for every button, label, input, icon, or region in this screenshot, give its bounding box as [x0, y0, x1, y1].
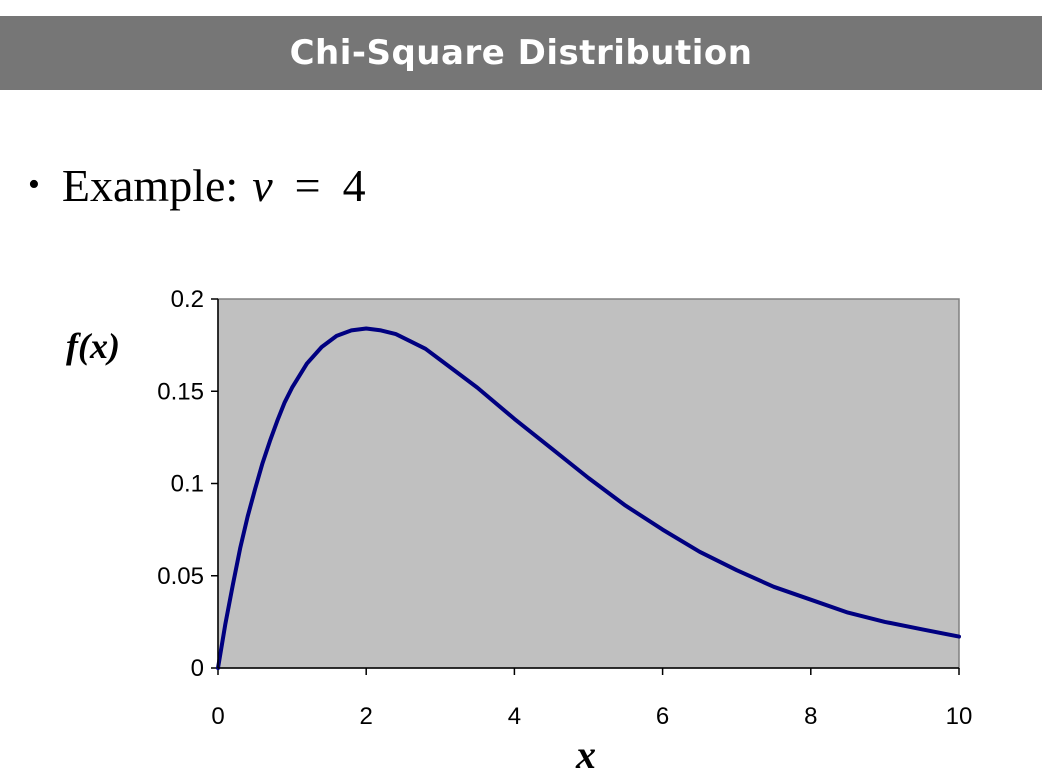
- bullet-operator: =: [294, 159, 321, 211]
- x-tick-label: 4: [508, 703, 521, 730]
- x-tick-label: 2: [360, 703, 373, 730]
- bullet-value: 4: [342, 159, 366, 211]
- y-tick-label: 0.1: [171, 471, 204, 498]
- density-curve-line: [216, 326, 961, 670]
- bullet-variable: v: [252, 159, 273, 211]
- y-axis-label: f(x): [66, 326, 120, 366]
- x-tick-label: 6: [656, 703, 669, 730]
- y-tick-label: 0.05: [157, 563, 204, 590]
- bullet-dot-icon: •: [28, 166, 40, 203]
- bullet-example: • Example: v = 4: [28, 150, 366, 220]
- y-tick-label: 0.15: [157, 378, 204, 405]
- x-axis-label: x: [575, 732, 596, 777]
- slide-title: Chi-Square Distribution: [289, 33, 753, 73]
- bullet-label: Example:: [61, 159, 239, 211]
- y-axis-ticks: 0 0.05 0.1 0.15 0.2: [157, 286, 218, 682]
- x-tick-label: 0: [211, 703, 224, 730]
- x-axis-ticks: 0 2 4 6 8 10: [211, 668, 972, 730]
- x-tick-label: 8: [804, 703, 817, 730]
- y-tick-label: 0: [191, 655, 204, 682]
- slide-header: Chi-Square Distribution: [0, 16, 1042, 90]
- y-tick-label: 0.2: [171, 286, 204, 313]
- x-tick-label: 10: [946, 703, 973, 730]
